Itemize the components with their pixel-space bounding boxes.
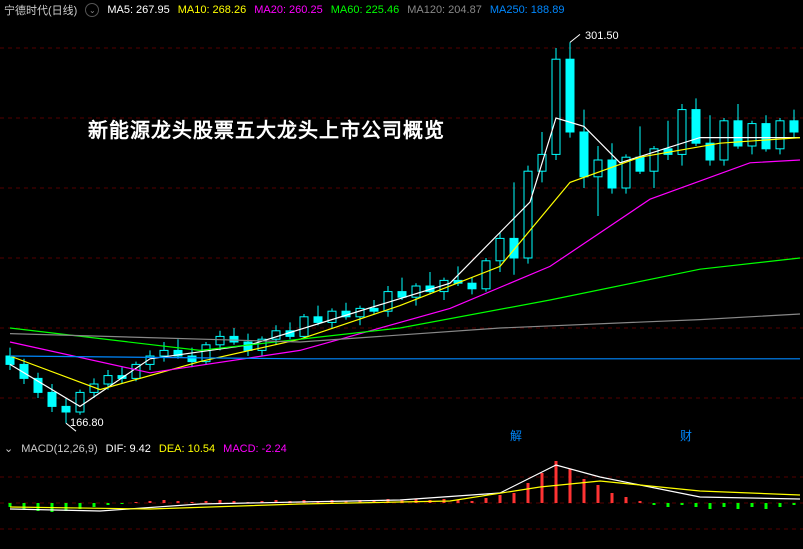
- macd-value: DIF: 9.42: [106, 443, 151, 455]
- ma-value: MA20: 260.25: [254, 4, 323, 16]
- dropdown-icon[interactable]: ⌄: [4, 442, 13, 455]
- stock-name: 宁德时代(日线): [4, 2, 77, 18]
- low-price-label: 166.80: [70, 417, 104, 429]
- macd-value: MACD: -2.24: [223, 443, 287, 455]
- macd-value: DEA: 10.54: [159, 443, 215, 455]
- ma-value: MA60: 225.46: [331, 4, 400, 16]
- ma-value: MA5: 267.95: [107, 4, 169, 16]
- overlay-title: 新能源龙头股票五大龙头上市公司概览: [88, 114, 445, 143]
- chart-header: 宁德时代(日线) ⌄ MA5: 267.95 MA10: 268.26 MA20: …: [0, 0, 803, 20]
- dropdown-icon[interactable]: ⌄: [85, 3, 99, 17]
- annotation: 解: [510, 427, 522, 444]
- ma-value: MA120: 204.87: [407, 4, 482, 16]
- ma-value: MA10: 268.26: [178, 4, 247, 16]
- annotation: 财: [680, 427, 692, 444]
- price-chart[interactable]: 新能源龙头股票五大龙头上市公司概览 301.50 166.80 解财: [0, 20, 803, 440]
- macd-chart[interactable]: [0, 457, 803, 549]
- ma-value: MA250: 188.89: [490, 4, 565, 16]
- macd-label: MACD(12,26,9): [21, 443, 97, 455]
- high-price-label: 301.50: [585, 30, 619, 42]
